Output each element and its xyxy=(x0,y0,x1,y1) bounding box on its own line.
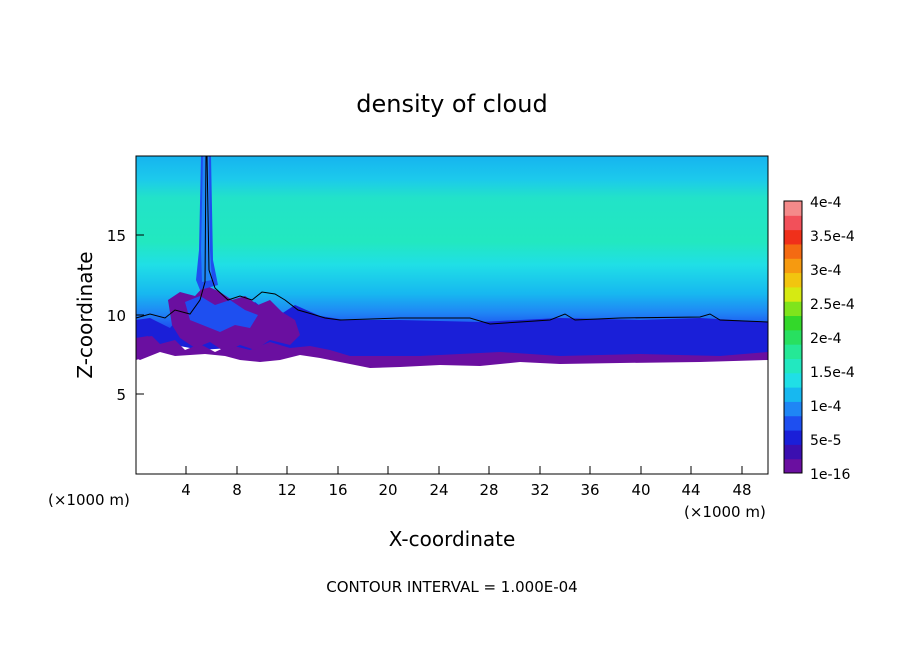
colorbar-swatch xyxy=(784,344,802,359)
colorbar-labels: 4e-4 3.5e-4 3e-4 2.5e-4 2e-4 1.5e-4 1e-4… xyxy=(810,195,855,483)
colorbar-swatch xyxy=(784,358,802,374)
colorbar-swatch xyxy=(784,329,802,345)
colorbar-swatch xyxy=(784,401,802,417)
colorbar xyxy=(784,201,802,474)
y-axis-label: Z-coordinate xyxy=(73,251,97,378)
cloud-lower-layer xyxy=(136,300,768,363)
colorbar-label: 1e-4 xyxy=(810,399,842,415)
x-tick-label: 40 xyxy=(631,481,650,499)
x-tick-labels: 4 8 12 16 20 24 28 32 36 40 44 48 xyxy=(181,481,751,499)
x-tick-label: 16 xyxy=(328,481,347,499)
colorbar-swatch xyxy=(784,272,802,288)
colorbar-swatch xyxy=(784,201,802,216)
chart-title: density of cloud xyxy=(356,90,547,118)
x-tick-label: 24 xyxy=(429,481,448,499)
colorbar-swatch xyxy=(784,258,802,274)
x-tick-label: 28 xyxy=(479,481,498,499)
y-tick-label: 10 xyxy=(107,307,126,325)
plot-area xyxy=(136,156,768,474)
colorbar-label: 2e-4 xyxy=(810,331,842,347)
y-tick-labels: 5 10 15 xyxy=(107,227,126,404)
colorbar-swatch xyxy=(784,229,802,245)
colorbar-swatch xyxy=(784,215,802,231)
x-tick-label: 12 xyxy=(277,481,296,499)
colorbar-label: 3.5e-4 xyxy=(810,229,855,245)
cloud-base-layer xyxy=(136,336,768,368)
x-tick-label: 36 xyxy=(580,481,599,499)
colorbar-swatch xyxy=(784,458,802,474)
colorbar-swatch xyxy=(784,286,802,302)
colorbar-label: 2.5e-4 xyxy=(810,297,855,313)
colorbar-label: 1e-16 xyxy=(810,467,850,483)
x-tick-label: 48 xyxy=(732,481,751,499)
left-edge-blob xyxy=(136,336,154,360)
colorbar-swatch xyxy=(784,387,802,402)
contour-line xyxy=(136,156,768,325)
plot-frame xyxy=(135,155,769,475)
x-unit-label: (×1000 m) xyxy=(684,503,766,521)
colorbar-swatch xyxy=(784,415,802,431)
convective-core xyxy=(185,296,258,332)
updraft-core xyxy=(201,156,212,282)
ticks xyxy=(136,234,743,474)
y-tick-label: 15 xyxy=(107,227,126,245)
contour-interval-note: CONTOUR INTERVAL = 1.000E-04 xyxy=(326,578,577,596)
colorbar-label: 3e-4 xyxy=(810,263,842,279)
colorbar-swatch xyxy=(784,301,802,317)
colorbar-label: 4e-4 xyxy=(810,195,842,211)
x-tick-label: 4 xyxy=(181,481,191,499)
x-tick-label: 8 xyxy=(232,481,242,499)
colorbar-swatch xyxy=(784,315,802,331)
x-tick-label: 32 xyxy=(530,481,549,499)
y-unit-label: (×1000 m) xyxy=(48,491,130,509)
colorbar-frame xyxy=(783,200,803,474)
colorbar-label: 5e-5 xyxy=(810,433,841,449)
colorbar-swatch xyxy=(784,243,802,259)
y-tick-label: 5 xyxy=(116,386,126,404)
colorbar-swatch xyxy=(784,430,802,445)
colorbar-label: 1.5e-4 xyxy=(810,365,855,381)
colorbar-swatch xyxy=(784,372,802,388)
x-tick-label: 20 xyxy=(378,481,397,499)
x-axis-label: X-coordinate xyxy=(389,527,516,551)
colorbar-swatch xyxy=(784,444,802,460)
cloud-body xyxy=(136,156,768,347)
x-tick-label: 44 xyxy=(681,481,700,499)
